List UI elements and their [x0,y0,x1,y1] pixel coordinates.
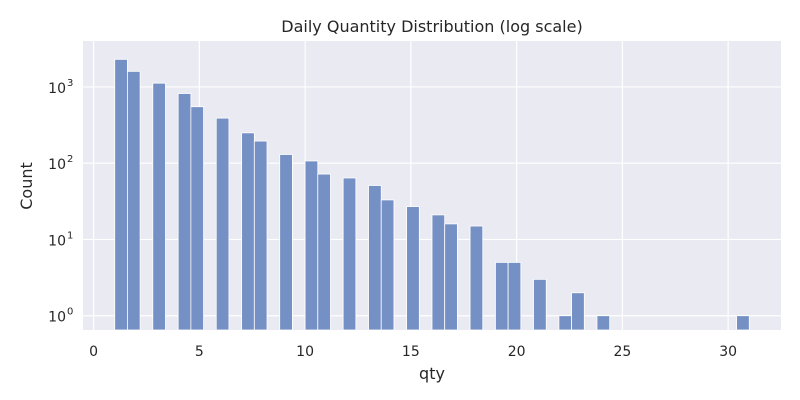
histogram-bar [558,315,573,331]
bar-series [114,58,750,331]
y-tick-label: 10 [48,81,66,97]
x-tick-label: 30 [719,344,737,360]
x-axis-label: qty [419,364,445,383]
histogram-bar [190,106,204,331]
x-tick-label: 20 [508,344,526,360]
histogram-bar [469,225,484,331]
histogram-bar [279,154,293,331]
histogram-bar [380,199,395,331]
x-tick-label: 10 [296,344,314,360]
histogram-bar [177,93,192,331]
histogram-bar [444,223,458,331]
histogram-bar [368,185,382,331]
histogram-bar [241,132,255,331]
x-tick-label: 0 [89,344,98,360]
histogram-bar [215,117,230,331]
y-tick-label: 10 [48,233,66,249]
x-tick-label: 25 [613,344,631,360]
y-tick-exponent: 2 [67,154,73,165]
x-tick-label: 15 [402,344,420,360]
x-tick-label: 5 [195,344,204,360]
histogram-bar [533,278,547,331]
y-tick-label: 10 [48,157,66,173]
histogram-bar [736,315,750,331]
y-tick-exponent: 3 [67,78,73,89]
y-tick-exponent: 1 [67,230,73,241]
histogram-bar [152,82,166,331]
histogram-bar [571,292,585,331]
histogram-bar [596,315,611,331]
histogram-bar [304,160,319,331]
x-tick-labels: 0 5 10 15 20 25 30 [89,344,737,360]
histogram-bar [114,58,128,331]
histogram-bar [127,70,141,331]
y-tick-label: 10 [48,310,66,326]
y-axis-label: Count [17,162,36,210]
histogram-bar [317,173,331,331]
histogram-bar [507,262,522,331]
histogram-bar [406,206,420,331]
histogram-bar [253,140,268,331]
histogram-bar [431,214,446,331]
chart-title: Daily Quantity Distribution (log scale) [281,17,582,36]
y-tick-exponent: 0 [67,307,73,318]
histogram-bar [495,262,509,331]
histogram-bar [342,177,357,331]
